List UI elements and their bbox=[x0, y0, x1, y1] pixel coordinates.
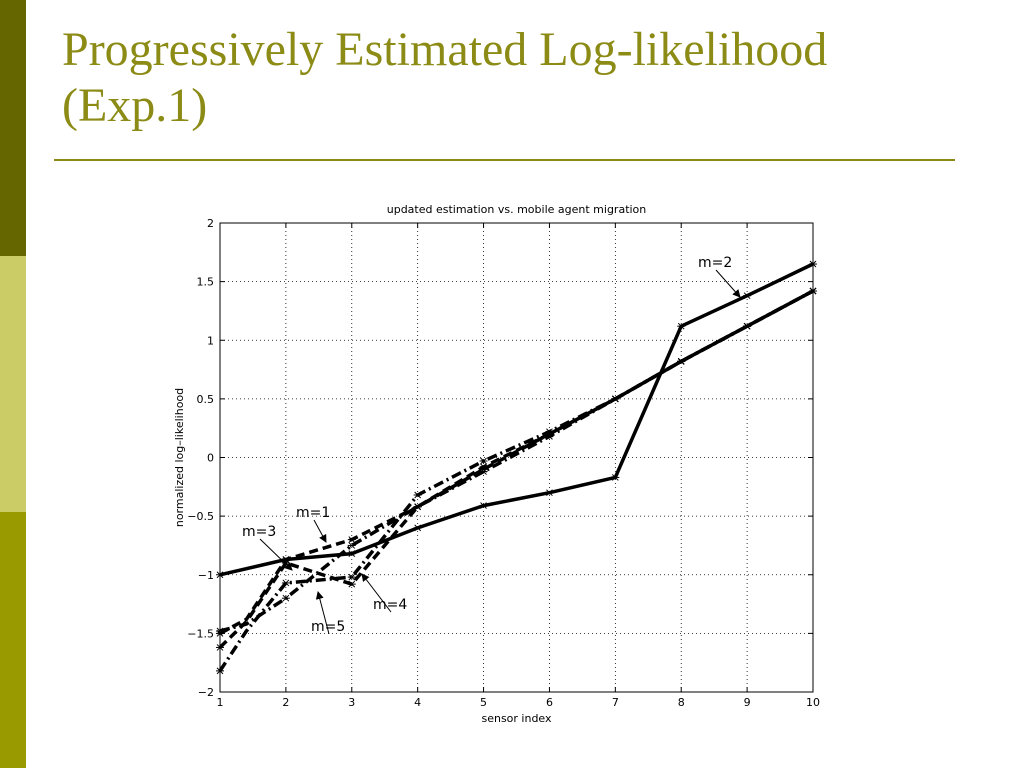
data-point bbox=[611, 474, 620, 481]
data-point bbox=[743, 322, 752, 330]
annotation-label-m=2: m=2 bbox=[698, 255, 732, 271]
slide-title: Progressively Estimated Log-likelihood (… bbox=[62, 22, 982, 134]
side-bar-top bbox=[0, 0, 26, 256]
y-tick-label: −1 bbox=[198, 569, 214, 582]
series-line-m=4 bbox=[218, 289, 814, 672]
series-line-m=5 bbox=[219, 289, 814, 633]
side-bar-middle bbox=[0, 256, 26, 512]
annotation-arrow bbox=[361, 573, 392, 613]
data-point bbox=[347, 573, 356, 581]
y-tick-label: 1 bbox=[207, 334, 214, 347]
slide-title-line-1: Progressively Estimated Log-likelihood bbox=[62, 23, 828, 76]
data-point bbox=[479, 468, 488, 475]
data-point bbox=[347, 580, 356, 588]
annotation-arrow bbox=[715, 269, 741, 298]
data-point bbox=[743, 292, 752, 300]
data-point bbox=[677, 322, 686, 330]
data-point bbox=[677, 358, 686, 365]
data-point bbox=[347, 536, 356, 543]
data-point bbox=[479, 502, 488, 509]
tick-layer: 1 2 3 4 5 6 7 8 9 10 −2 −1.5 −1 −0.5 0 0.5 1 1.5 2 bbox=[187, 217, 820, 709]
series-line-m=1 bbox=[219, 289, 814, 635]
x-tick-label: 8 bbox=[678, 696, 685, 709]
side-bar-bottom bbox=[0, 512, 26, 768]
data-point bbox=[413, 503, 422, 511]
chart-title: updated estimation vs. mobile agent migr… bbox=[387, 203, 647, 216]
data-point bbox=[413, 491, 422, 499]
x-tick-label: 9 bbox=[744, 696, 751, 709]
annotation-arrow bbox=[259, 538, 293, 571]
x-tick-label: 7 bbox=[612, 696, 619, 709]
y-tick-label: −0.5 bbox=[187, 510, 214, 523]
annotation-label-m=1: m=1 bbox=[296, 505, 330, 521]
data-point bbox=[281, 579, 290, 587]
annotation-arrow bbox=[315, 591, 330, 635]
slide-title-line-2: (Exp.1) bbox=[62, 79, 208, 132]
title-rule bbox=[54, 159, 955, 161]
data-point bbox=[413, 524, 422, 532]
annotation-label-m=3: m=3 bbox=[242, 524, 276, 540]
y-tick-label: 1.5 bbox=[197, 276, 215, 289]
grid-layer bbox=[220, 223, 813, 692]
x-tick-label: 6 bbox=[546, 696, 553, 709]
data-point bbox=[347, 542, 356, 549]
series-line-m=2 bbox=[219, 262, 814, 577]
data-point bbox=[347, 550, 356, 557]
series-line-m=3 bbox=[218, 289, 814, 649]
data-point bbox=[479, 457, 488, 465]
data-point bbox=[545, 433, 554, 440]
y-tick-label: 0 bbox=[207, 452, 214, 465]
y-axis-label: normalized log–likelihood bbox=[173, 388, 186, 527]
y-tick-label: −1.5 bbox=[187, 627, 214, 640]
annotation-layer: m=2 m=1 m=3 m=4 m=5 bbox=[242, 255, 741, 635]
data-point bbox=[611, 395, 620, 403]
annotation-arrow bbox=[313, 519, 327, 543]
annotation-label-m=4: m=4 bbox=[373, 597, 407, 613]
y-tick-label: −2 bbox=[198, 686, 214, 699]
y-tick-label: 2 bbox=[207, 217, 214, 230]
x-axis-label: sensor index bbox=[481, 712, 552, 725]
x-tick-label: 1 bbox=[217, 696, 224, 709]
data-point bbox=[545, 489, 554, 497]
x-tick-label: 2 bbox=[282, 696, 289, 709]
y-tick-label: 0.5 bbox=[197, 393, 215, 406]
x-tick-label: 10 bbox=[806, 696, 820, 709]
x-tick-label: 4 bbox=[414, 696, 421, 709]
x-tick-label: 5 bbox=[480, 696, 487, 709]
data-point bbox=[281, 594, 290, 602]
x-tick-label: 3 bbox=[348, 696, 355, 709]
annotation-label-m=5: m=5 bbox=[311, 619, 345, 635]
series-layer bbox=[216, 260, 817, 675]
